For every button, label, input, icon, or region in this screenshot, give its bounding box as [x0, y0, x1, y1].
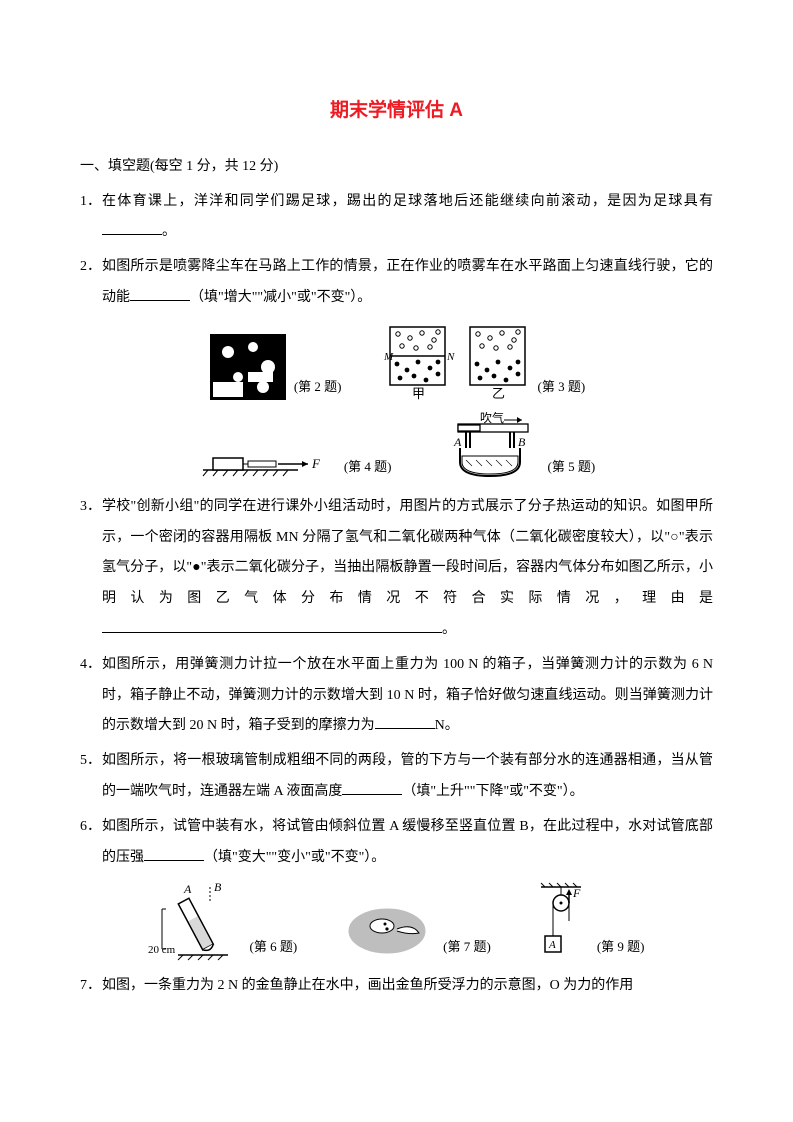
page-title: 期末学情评估 A — [80, 90, 713, 132]
figure-4: F (第 4 题) — [198, 442, 392, 482]
q5-blank[interactable] — [342, 780, 402, 795]
figure-5: 吹气 A B (第 5 题) — [432, 412, 596, 482]
question-4: 4． 如图所示，用弹簧测力计拉一个放在水平面上重力为 100 N 的箱子，当弹簧… — [80, 650, 713, 742]
q4-number: 4． — [80, 650, 102, 742]
q4-blank[interactable] — [375, 714, 435, 729]
q3-text-b: 。 — [442, 622, 456, 637]
question-2: 2． 如图所示是喷雾降尘车在马路上工作的情景，正在作业的喷雾车在水平路面上匀速直… — [80, 252, 713, 314]
svg-text:F: F — [572, 886, 581, 900]
figure-9: F A (第 9 题) — [531, 881, 645, 961]
q2-blank[interactable] — [130, 286, 190, 301]
q2-text-b: （填"增大""减小"或"不变"）。 — [190, 290, 371, 305]
q7-text-a: 如图，一条重力为 2 N 的金鱼静止在水中，画出金鱼所受浮力的示意图，O 为力的… — [102, 978, 633, 993]
figure-row-3: A B 20 cm (第 6 题) (第 7 题) — [80, 881, 713, 961]
q3-blank[interactable] — [102, 618, 442, 633]
figure-row-2: F (第 4 题) 吹气 A B — [80, 412, 713, 482]
svg-text:N: N — [446, 351, 455, 363]
q1-number: 1． — [80, 187, 102, 249]
fig2-image — [208, 332, 288, 402]
svg-text:A: A — [453, 435, 462, 449]
svg-text:20 cm: 20 cm — [148, 944, 176, 956]
fig5-caption: (第 5 题) — [548, 453, 596, 482]
figure-2: (第 2 题) — [208, 332, 342, 402]
q3-number: 3． — [80, 492, 102, 646]
q5-text-b: （填"上升""下降"或"不变"）。 — [402, 784, 583, 799]
question-6: 6． 如图所示，试管中装有水，将试管由倾斜位置 A 缓慢移至竖直位置 B，在此过… — [80, 812, 713, 874]
section-heading: 一、填空题(每空 1 分，共 12 分) — [80, 152, 713, 183]
svg-text:A: A — [548, 939, 556, 951]
question-7: 7． 如图，一条重力为 2 N 的金鱼静止在水中，画出金鱼所受浮力的示意图，O … — [80, 971, 713, 1002]
fig7-image — [337, 891, 437, 961]
svg-text:吹气: 吹气 — [480, 412, 504, 425]
fig9-image: F A — [531, 881, 591, 961]
q3-text-a: 学校"创新小组"的同学在进行课外小组活动时，用图片的方式展示了分子热运动的知识。… — [102, 499, 713, 606]
svg-text:M: M — [383, 351, 394, 363]
q6-body: 如图所示，试管中装有水，将试管由倾斜位置 A 缓慢移至竖直位置 B，在此过程中，… — [102, 812, 713, 874]
figure-row-1: (第 2 题) M N 甲 乙 (第 3 题) — [80, 322, 713, 402]
figure-7: (第 7 题) — [337, 891, 491, 961]
q7-number: 7． — [80, 971, 102, 1002]
question-5: 5． 如图所示，将一根玻璃管制成粗细不同的两段，管的下方与一个装有部分水的连通器… — [80, 746, 713, 808]
fig9-caption: (第 9 题) — [597, 933, 645, 962]
q3-body: 学校"创新小组"的同学在进行课外小组活动时，用图片的方式展示了分子热运动的知识。… — [102, 492, 713, 646]
q6-blank[interactable] — [144, 845, 204, 860]
q1-body: 在体育课上，洋洋和同学们踢足球，踢出的足球落地后还能继续向前滚动，是因为足球具有… — [102, 187, 713, 249]
figure-3: M N 甲 乙 (第 3 题) — [382, 322, 586, 402]
figure-6: A B 20 cm (第 6 题) — [148, 881, 297, 961]
svg-text:A: A — [183, 882, 192, 896]
fig3-caption: (第 3 题) — [538, 373, 586, 402]
fig7-caption: (第 7 题) — [443, 933, 491, 962]
q7-body: 如图，一条重力为 2 N 的金鱼静止在水中，画出金鱼所受浮力的示意图，O 为力的… — [102, 971, 713, 1002]
fig6-caption: (第 6 题) — [249, 933, 297, 962]
svg-text:F: F — [311, 456, 321, 471]
fig2-caption: (第 2 题) — [294, 373, 342, 402]
fig4-image: F — [198, 442, 338, 482]
fig3-yi-label: 乙 — [492, 386, 505, 401]
q6-text-b: （填"变大""变小"或"不变"）。 — [204, 850, 385, 865]
q5-number: 5． — [80, 746, 102, 808]
q1-text-b: 。 — [162, 224, 176, 239]
q1-text-a: 在体育课上，洋洋和同学们踢足球，踢出的足球落地后还能继续向前滚动，是因为足球具有 — [102, 194, 713, 209]
question-1: 1． 在体育课上，洋洋和同学们踢足球，踢出的足球落地后还能继续向前滚动，是因为足… — [80, 187, 713, 249]
fig3-image: M N 甲 乙 — [382, 322, 532, 402]
q1-blank[interactable] — [102, 220, 162, 235]
fig6-image: A B 20 cm — [148, 881, 243, 961]
q4-body: 如图所示，用弹簧测力计拉一个放在水平面上重力为 100 N 的箱子，当弹簧测力计… — [102, 650, 713, 742]
q4-text-b: N。 — [435, 718, 459, 733]
q6-number: 6． — [80, 812, 102, 874]
fig4-caption: (第 4 题) — [344, 453, 392, 482]
q2-number: 2． — [80, 252, 102, 314]
q5-body: 如图所示，将一根玻璃管制成粗细不同的两段，管的下方与一个装有部分水的连通器相通，… — [102, 746, 713, 808]
svg-text:B: B — [214, 881, 222, 894]
fig3-jia-label: 甲 — [412, 386, 425, 401]
q2-body: 如图所示是喷雾降尘车在马路上工作的情景，正在作业的喷雾车在水平路面上匀速直线行驶… — [102, 252, 713, 314]
fig5-image: 吹气 A B — [432, 412, 542, 482]
svg-text:B: B — [518, 435, 526, 449]
question-3: 3． 学校"创新小组"的同学在进行课外小组活动时，用图片的方式展示了分子热运动的… — [80, 492, 713, 646]
